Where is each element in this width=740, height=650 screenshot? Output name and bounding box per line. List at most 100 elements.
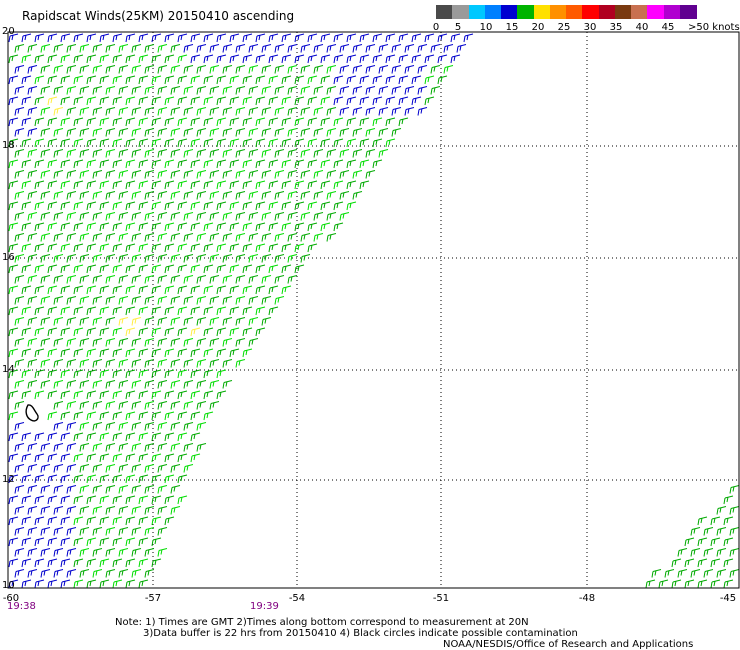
wind-barb	[177, 369, 188, 379]
wind-barb	[430, 86, 441, 95]
wind-barb	[144, 65, 155, 74]
wind-barb	[216, 180, 227, 190]
wind-barb	[320, 96, 331, 106]
wind-barb	[222, 86, 233, 95]
wind-barb	[164, 348, 175, 358]
wind-barb	[229, 348, 240, 358]
wind-barb	[21, 264, 32, 274]
wind-barb	[203, 390, 214, 400]
wind-barb	[391, 86, 402, 95]
wind-barb	[66, 44, 77, 53]
wind-barb	[73, 96, 84, 106]
wind-barb	[268, 306, 279, 316]
wind-barb	[209, 317, 220, 326]
wind-barb	[144, 338, 155, 347]
wind-barb	[34, 180, 45, 190]
wind-barb	[671, 579, 682, 589]
wind-barb	[170, 443, 181, 452]
wind-barb	[21, 579, 32, 589]
wind-barb	[346, 159, 357, 169]
wind-barb	[235, 170, 246, 179]
wind-barb	[261, 275, 272, 284]
wind-barb	[216, 201, 227, 211]
wind-barb	[177, 390, 188, 400]
wind-barb	[60, 537, 71, 547]
wind-barb	[8, 537, 19, 547]
wind-barb	[86, 243, 97, 253]
lat-label-10: 10	[2, 580, 15, 591]
wind-barb	[131, 86, 142, 95]
wind-barb	[73, 369, 84, 379]
wind-barb	[73, 159, 84, 169]
wind-barb	[144, 149, 155, 158]
wind-barb	[73, 180, 84, 190]
wind-barb	[190, 390, 201, 400]
time-label: 19:38	[7, 601, 36, 612]
wind-barb	[99, 96, 110, 106]
wind-barb	[177, 222, 188, 232]
wind-barb	[690, 548, 701, 557]
wind-barb	[86, 579, 97, 589]
wind-barb	[300, 65, 311, 74]
wind-barb	[34, 306, 45, 316]
wind-barb	[313, 44, 324, 53]
wind-barb	[183, 443, 194, 452]
wind-barb	[359, 138, 370, 148]
wind-barb	[125, 432, 136, 442]
wind-barb	[151, 33, 162, 43]
wind-barb	[157, 275, 168, 284]
wind-barb	[105, 527, 116, 536]
wind-barb	[177, 201, 188, 211]
wind-barb	[99, 243, 110, 253]
wind-barb	[131, 317, 142, 326]
wind-barb	[430, 44, 441, 53]
wind-barb	[190, 201, 201, 211]
wind-barb	[716, 506, 727, 515]
wind-barb	[170, 212, 181, 221]
wind-barb	[47, 96, 58, 106]
wind-barb	[307, 138, 318, 148]
wind-barb	[177, 138, 188, 148]
wind-barb	[216, 369, 227, 379]
wind-barb	[138, 390, 149, 400]
wind-barb	[21, 54, 32, 64]
wind-barb	[99, 54, 110, 64]
wind-barb	[47, 579, 58, 589]
wind-barb	[300, 44, 311, 53]
wind-barb	[14, 506, 25, 515]
wind-barb	[307, 33, 318, 43]
wind-barb	[131, 527, 142, 536]
wind-barb	[86, 75, 97, 85]
wind-barb	[235, 296, 246, 305]
wind-barb	[53, 65, 64, 74]
wind-barb	[66, 317, 77, 326]
wind-barb	[333, 222, 344, 232]
wind-barb	[40, 233, 51, 242]
wind-barb	[151, 390, 162, 400]
wind-barb	[27, 149, 38, 158]
wind-barb	[320, 54, 331, 64]
wind-barb	[177, 306, 188, 316]
wind-barb	[222, 380, 233, 389]
wind-barb	[8, 348, 19, 358]
colorbar-label: 45	[661, 22, 675, 33]
wind-barb	[307, 243, 318, 253]
wind-barb	[47, 432, 58, 442]
wind-barb	[216, 348, 227, 358]
wind-barb	[281, 159, 292, 169]
wind-barb	[27, 485, 38, 494]
wind-barb	[242, 327, 253, 337]
wind-barb	[40, 296, 51, 305]
wind-barb	[60, 432, 71, 442]
wind-barb	[112, 75, 123, 85]
wind-barb	[209, 254, 220, 263]
wind-barb	[196, 212, 207, 221]
wind-barb	[53, 275, 64, 284]
wind-barb	[281, 285, 292, 295]
wind-barb	[79, 233, 90, 242]
wind-barb	[99, 579, 110, 589]
wind-barb	[690, 527, 701, 536]
wind-barb	[209, 65, 220, 74]
wind-barb	[66, 401, 77, 410]
wind-barb	[157, 212, 168, 221]
